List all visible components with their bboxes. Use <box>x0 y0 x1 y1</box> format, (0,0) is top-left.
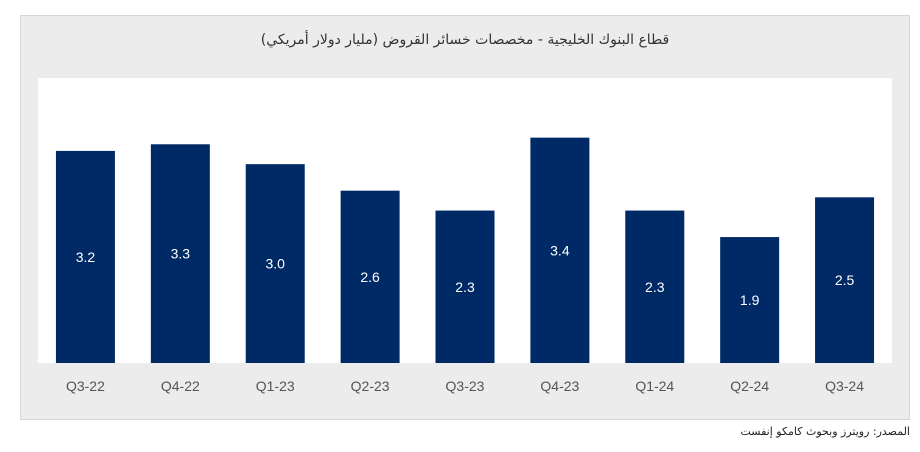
x-tick-label-Q1-24: Q1-24 <box>635 378 674 394</box>
x-tick-label-Q3-23: Q3-23 <box>446 378 485 394</box>
value-label-Q3-22: 3.2 <box>76 249 96 265</box>
bar-Q4-22 <box>150 144 210 363</box>
x-tick-label-Q4-23: Q4-23 <box>540 378 579 394</box>
x-tick-label-Q2-23: Q2-23 <box>351 378 390 394</box>
value-label-Q1-23: 3.0 <box>265 256 285 272</box>
value-label-Q2-24: 1.9 <box>740 292 760 308</box>
value-label-Q3-24: 2.5 <box>835 272 855 288</box>
bar-Q3-24 <box>815 197 875 363</box>
x-tick-labels-layer: Q3-22 Q4-22 Q1-23 Q2-23 Q3-23 Q4-23 Q1-24 Q2-24… <box>66 378 864 394</box>
x-tick-label-Q1-23: Q1-23 <box>256 378 295 394</box>
bar-Q1-24 <box>625 210 685 363</box>
source-note: المصدر: رويترز وبحوث كامكو إنفست <box>740 425 910 438</box>
bar-Q3-23 <box>435 210 495 363</box>
value-label-Q4-23: 3.4 <box>550 242 570 258</box>
value-label-Q3-23: 2.3 <box>455 279 475 295</box>
bar-Q3-22 <box>55 150 115 363</box>
bars-layer <box>55 137 875 363</box>
bar-Q1-23 <box>245 164 305 363</box>
value-labels-layer: 3.2 3.3 3.0 2.6 2.3 3.4 2.3 1.9 2.5 <box>76 242 855 308</box>
x-tick-label-Q4-22: Q4-22 <box>161 378 200 394</box>
value-label-Q1-24: 2.3 <box>645 279 665 295</box>
x-tick-label-Q3-24: Q3-24 <box>825 378 864 394</box>
bar-Q2-24 <box>720 237 780 363</box>
chart-title: قطاع البنوك الخليجية - مخصصات خسائر القر… <box>260 32 670 48</box>
bar-Q4-23 <box>530 137 590 363</box>
value-label-Q2-23: 2.6 <box>360 269 380 285</box>
x-tick-label-Q3-22: Q3-22 <box>66 378 105 394</box>
x-tick-label-Q2-24: Q2-24 <box>730 378 769 394</box>
bar-Q2-23 <box>340 190 400 363</box>
value-label-Q4-22: 3.3 <box>171 246 191 262</box>
